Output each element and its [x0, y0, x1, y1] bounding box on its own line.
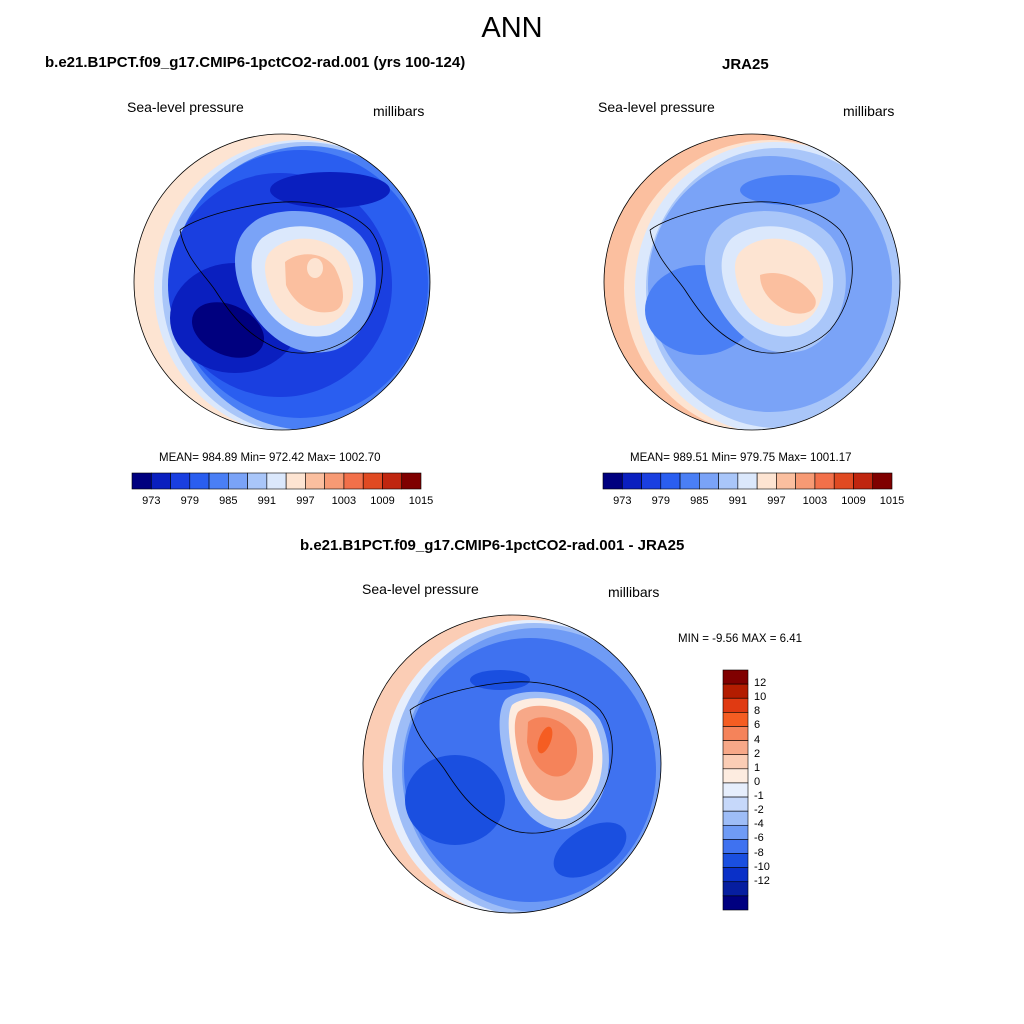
colorbar-swatch — [722, 697, 749, 713]
panel1-variable-label: Sea-level pressure — [127, 99, 244, 115]
panel2-colorbar — [602, 472, 893, 490]
colorbar-swatch — [722, 824, 749, 840]
colorbar-tick-label: 985 — [690, 495, 709, 507]
colorbar-swatch — [722, 712, 749, 727]
panel2-polar-map — [604, 134, 900, 430]
colorbar-swatch — [722, 881, 749, 897]
panel1-units-label: millibars — [373, 103, 425, 119]
colorbar-tick-label: 1009 — [841, 495, 866, 507]
panel1-stats: MEAN= 984.89 Min= 972.42 Max= 1002.70 — [159, 452, 381, 464]
colorbar-swatch — [722, 839, 749, 854]
colorbar-swatch — [722, 810, 749, 826]
colorbar-tick-label: 1015 — [408, 495, 434, 507]
colorbar-tick-label: 1009 — [370, 495, 395, 507]
colorbar-swatch — [722, 740, 749, 756]
colorbar-swatch — [621, 472, 642, 490]
colorbar-swatch — [362, 472, 383, 490]
colorbar-swatch — [679, 472, 700, 490]
colorbar-tick-label: 973 — [613, 495, 632, 507]
colorbar-swatch — [776, 472, 796, 490]
panel3-stats: MIN = -9.56 MAX = 6.41 — [678, 633, 803, 645]
colorbar-tick-label: 2 — [754, 747, 761, 760]
colorbar-swatch — [247, 472, 268, 490]
colorbar-tick-label: 10 — [754, 691, 767, 704]
colorbar-tick-label: 991 — [728, 495, 748, 507]
colorbar-swatch — [189, 472, 210, 490]
colorbar-swatch — [795, 472, 816, 490]
colorbar-tick-label: 985 — [219, 495, 238, 507]
colorbar-tick-label: 1 — [754, 761, 761, 774]
colorbar-tick-label: -2 — [754, 804, 764, 817]
colorbar-swatch — [737, 472, 758, 490]
colorbar-swatch — [150, 472, 171, 490]
panel2-variable-label: Sea-level pressure — [598, 99, 715, 115]
panel3-units-label: millibars — [608, 584, 660, 600]
figure-title: ANN — [481, 12, 543, 44]
colorbar-swatch — [208, 472, 229, 490]
colorbar-swatch — [305, 472, 325, 490]
colorbar-swatch — [401, 472, 422, 490]
colorbar-swatch — [228, 472, 248, 490]
colorbar-tick-label: 6 — [754, 719, 761, 732]
colorbar-tick-label: 1015 — [879, 495, 905, 507]
colorbar-swatch — [722, 669, 749, 685]
colorbar-swatch — [641, 472, 662, 490]
panel2-units-label: millibars — [843, 103, 895, 119]
colorbar-tick-label: 979 — [180, 495, 199, 507]
colorbar-tick-label: 4 — [754, 733, 761, 746]
panel1-colorbar — [131, 472, 422, 490]
colorbar-swatch — [722, 754, 749, 770]
panel3-colorbar — [722, 669, 749, 911]
colorbar-swatch — [833, 472, 854, 490]
colorbar-tick-label: 973 — [142, 495, 161, 507]
colorbar-tick-label: 0 — [754, 775, 761, 788]
colorbar-swatch — [722, 853, 749, 868]
colorbar-swatch — [722, 782, 749, 798]
panel2-title: JRA25 — [722, 56, 769, 73]
colorbar-swatch — [722, 768, 749, 784]
colorbar-tick-label: -10 — [754, 860, 770, 873]
colorbar-tick-label: -1 — [754, 790, 764, 803]
colorbar-swatch — [718, 472, 739, 490]
colorbar-swatch — [343, 472, 364, 490]
colorbar-tick-label: 1003 — [331, 495, 357, 507]
colorbar-swatch — [722, 683, 749, 699]
panel1-polar-map — [134, 134, 430, 430]
panel3-polar-map — [363, 615, 661, 913]
colorbar-swatch — [722, 895, 749, 911]
colorbar-swatch — [872, 472, 893, 490]
colorbar-tick-label: 979 — [651, 495, 670, 507]
colorbar-swatch — [722, 796, 749, 812]
colorbar-tick-label: 12 — [754, 677, 767, 690]
colorbar-tick-label: 997 — [296, 495, 315, 507]
colorbar-tick-label: 997 — [767, 495, 786, 507]
colorbar-swatch — [814, 472, 835, 490]
colorbar-swatch — [131, 472, 152, 490]
colorbar-swatch — [660, 472, 681, 490]
colorbar-swatch — [324, 472, 345, 490]
colorbar-swatch — [722, 726, 749, 741]
panel3-title: b.e21.B1PCT.f09_g17.CMIP6-1pctCO2-rad.00… — [300, 537, 685, 554]
colorbar-swatch — [266, 472, 287, 490]
colorbar-tick-label: -4 — [754, 818, 764, 831]
colorbar-swatch — [756, 472, 777, 490]
colorbar-tick-label: -12 — [754, 874, 770, 887]
colorbar-swatch — [285, 472, 306, 490]
colorbar-tick-label: 8 — [754, 705, 761, 718]
panel1-title: b.e21.B1PCT.f09_g17.CMIP6-1pctCO2-rad.00… — [45, 54, 466, 71]
colorbar-swatch — [853, 472, 874, 490]
panel3-variable-label: Sea-level pressure — [362, 581, 479, 597]
colorbar-swatch — [602, 472, 623, 490]
colorbar-tick-label: -6 — [754, 832, 764, 845]
panel2-stats: MEAN= 989.51 Min= 979.75 Max= 1001.17 — [630, 452, 852, 464]
colorbar-tick-label: 991 — [257, 495, 277, 507]
colorbar-tick-label: -8 — [754, 846, 764, 859]
colorbar-swatch — [170, 472, 191, 490]
colorbar-swatch — [722, 867, 749, 883]
colorbar-tick-label: 1003 — [802, 495, 828, 507]
colorbar-swatch — [382, 472, 403, 490]
colorbar-swatch — [699, 472, 719, 490]
